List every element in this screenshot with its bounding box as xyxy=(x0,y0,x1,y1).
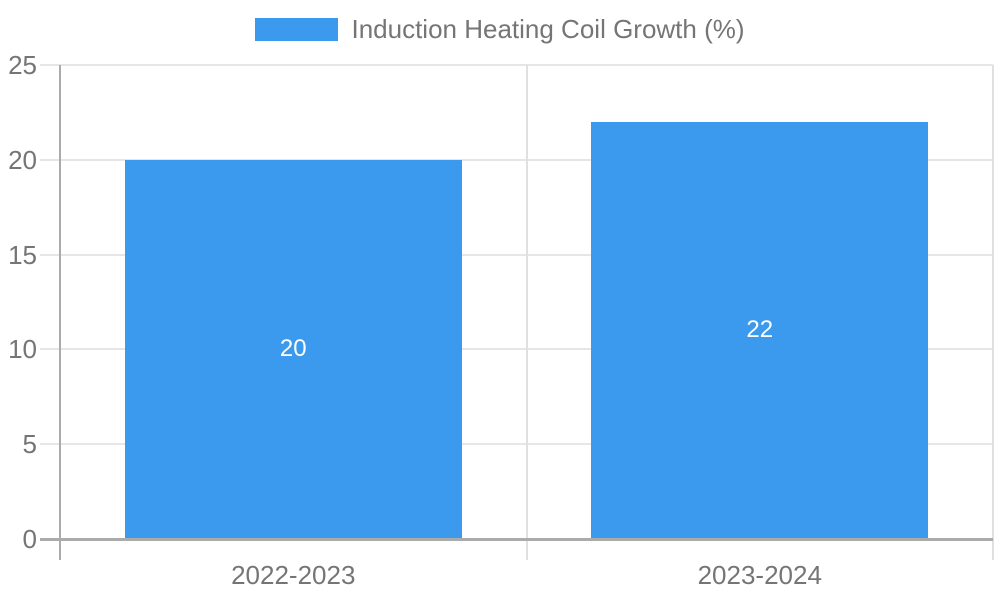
y-axis-tick-label: 20 xyxy=(8,144,37,175)
category-divider-line xyxy=(525,65,528,560)
bar-value-label: 22 xyxy=(746,316,774,344)
bar-2023-2024[interactable] xyxy=(591,121,929,539)
y-gridline xyxy=(40,443,993,446)
y-axis-tick-label: 15 xyxy=(8,239,37,270)
y-axis-tick-label: 10 xyxy=(8,334,37,365)
y-gridline xyxy=(40,64,993,66)
y-axis-tick-label: 25 xyxy=(8,50,37,80)
y-gridline xyxy=(40,253,993,256)
x-axis-category-label: 2023-2024 xyxy=(697,560,822,590)
plot-right-edge-line xyxy=(992,65,994,560)
y-gridline xyxy=(40,158,993,161)
x-axis-line xyxy=(40,537,993,541)
y-axis-tick-label: 0 xyxy=(22,524,37,554)
legend-label: Induction Heating Coil Growth (%) xyxy=(351,14,745,44)
y-axis-tick-label: 5 xyxy=(22,429,37,460)
y-axis-line xyxy=(59,65,61,560)
x-axis-category-label: 2022-2023 xyxy=(231,560,356,590)
bar-2022-2023[interactable] xyxy=(124,159,462,539)
legend-swatch-icon xyxy=(255,18,339,42)
y-gridline xyxy=(40,348,993,351)
legend[interactable]: Induction Heating Coil Growth (%) xyxy=(0,14,1000,45)
bar-value-label: 20 xyxy=(279,335,307,363)
